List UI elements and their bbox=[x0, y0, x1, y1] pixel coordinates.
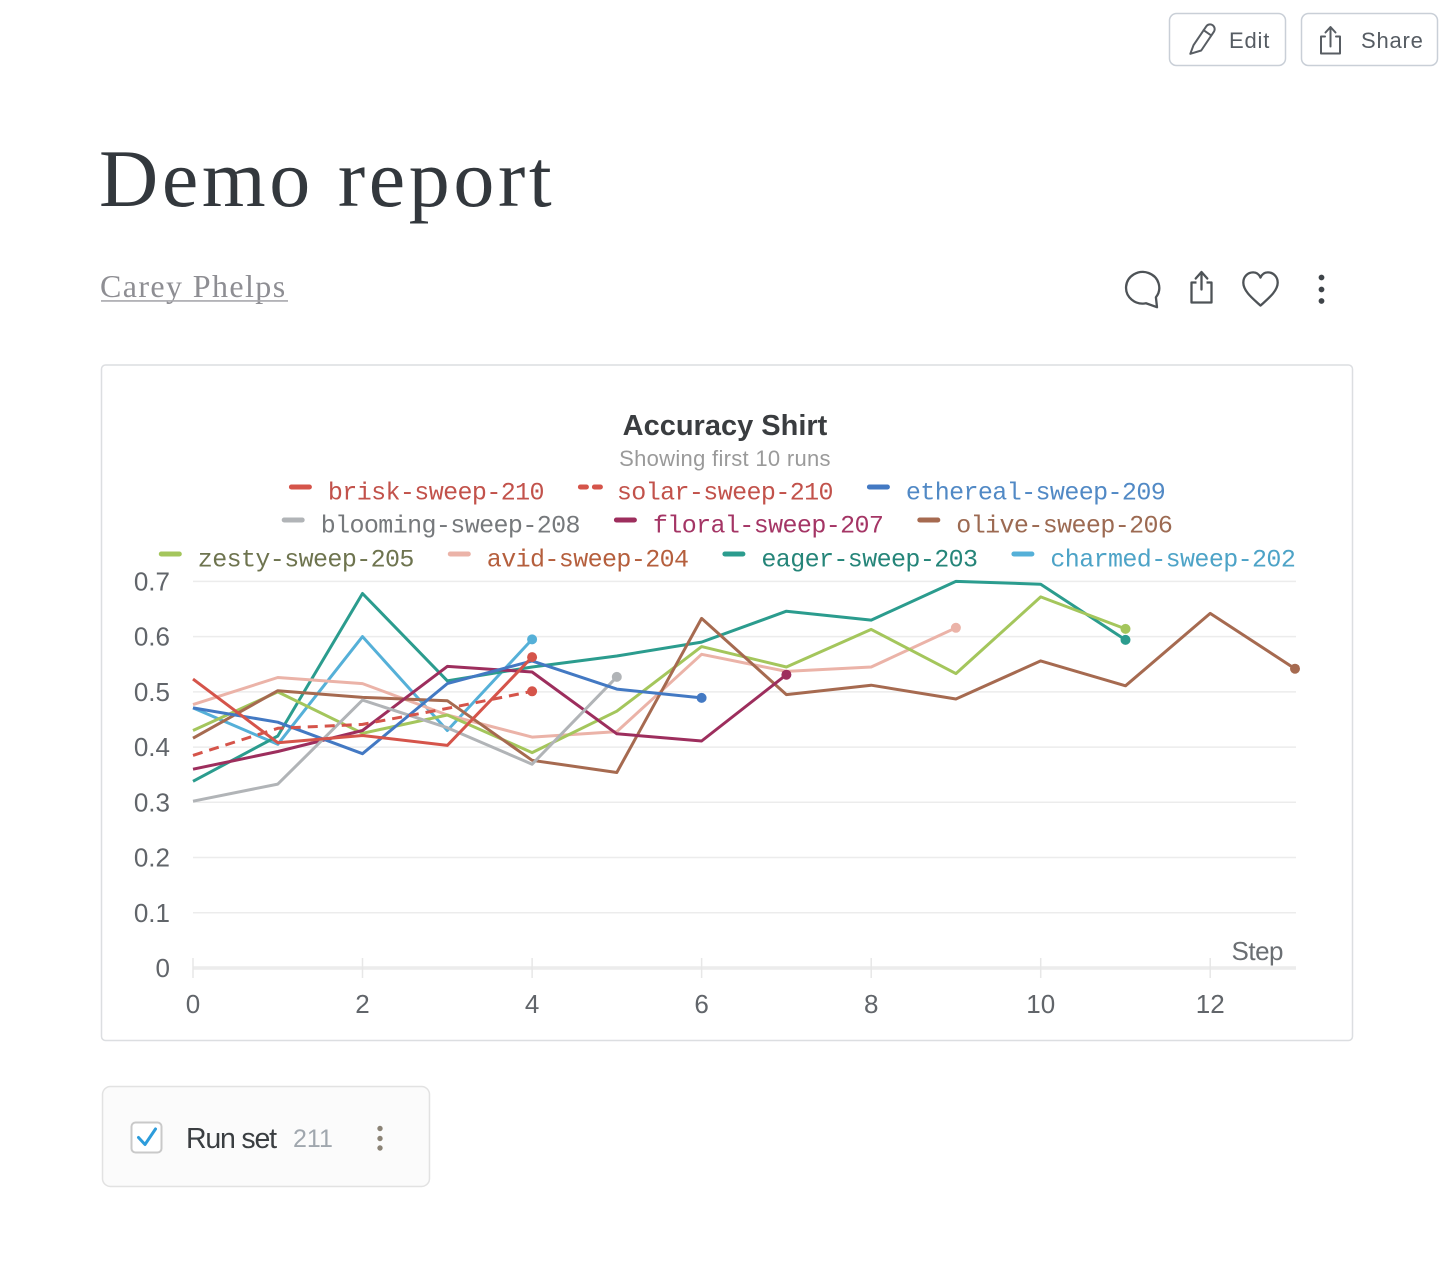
svg-text:211: 211 bbox=[293, 1125, 333, 1153]
svg-text:zesty-sweep-205: zesty-sweep-205 bbox=[198, 546, 414, 575]
svg-text:Showing first 10 runs: Showing first 10 runs bbox=[619, 446, 831, 471]
svg-text:Carey Phelps: Carey Phelps bbox=[100, 268, 287, 304]
svg-text:0: 0 bbox=[186, 989, 200, 1019]
svg-text:Accuracy Shirt: Accuracy Shirt bbox=[623, 410, 828, 442]
svg-text:0.1: 0.1 bbox=[134, 898, 170, 928]
svg-text:floral-sweep-207: floral-sweep-207 bbox=[653, 512, 883, 541]
svg-text:6: 6 bbox=[694, 989, 708, 1019]
svg-text:solar-sweep-210: solar-sweep-210 bbox=[617, 479, 833, 508]
svg-text:0.5: 0.5 bbox=[134, 677, 170, 707]
svg-text:8: 8 bbox=[864, 989, 878, 1019]
svg-text:0.6: 0.6 bbox=[134, 622, 170, 652]
svg-text:2: 2 bbox=[355, 989, 369, 1019]
svg-text:Step: Step bbox=[1232, 936, 1284, 966]
svg-text:blooming-sweep-208: blooming-sweep-208 bbox=[321, 512, 580, 541]
svg-text:0.2: 0.2 bbox=[134, 843, 170, 873]
svg-text:eager-sweep-203: eager-sweep-203 bbox=[761, 546, 977, 575]
svg-text:0.7: 0.7 bbox=[134, 566, 170, 596]
svg-text:10: 10 bbox=[1026, 989, 1055, 1019]
svg-text:ethereal-sweep-209: ethereal-sweep-209 bbox=[906, 479, 1165, 508]
svg-text:charmed-sweep-202: charmed-sweep-202 bbox=[1050, 546, 1295, 575]
svg-text:olive-sweep-206: olive-sweep-206 bbox=[956, 512, 1172, 541]
svg-text:avid-sweep-204: avid-sweep-204 bbox=[487, 546, 689, 575]
svg-text:Share: Share bbox=[1361, 28, 1424, 53]
svg-text:brisk-sweep-210: brisk-sweep-210 bbox=[328, 479, 544, 508]
svg-text:12: 12 bbox=[1196, 989, 1225, 1019]
svg-text:4: 4 bbox=[525, 989, 539, 1019]
svg-text:0.4: 0.4 bbox=[134, 732, 170, 762]
svg-text:0: 0 bbox=[156, 953, 170, 983]
svg-text:Edit: Edit bbox=[1229, 28, 1270, 53]
svg-text:Demo report: Demo report bbox=[99, 133, 555, 224]
svg-text:0.3: 0.3 bbox=[134, 787, 170, 817]
svg-text:Run set: Run set bbox=[186, 1123, 277, 1155]
